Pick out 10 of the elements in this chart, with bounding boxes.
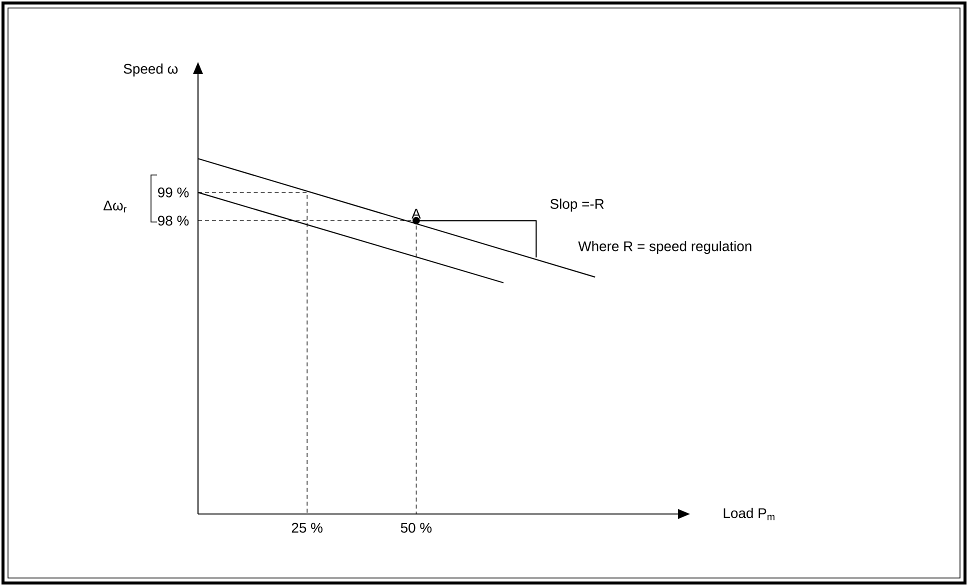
y-axis-title: Speed ω	[124, 64, 178, 77]
x-tick-label: 50 %	[400, 522, 432, 533]
y-tick-label: 99 %	[158, 188, 189, 198]
text: Δω$_{r}$	[104, 200, 126, 212]
x-axis-title: Load P$_{m}$	[724, 508, 774, 520]
x-tick-label: 25 %	[292, 522, 322, 533]
annotation: A	[412, 208, 421, 218]
y-tick-label: 98 %	[158, 216, 189, 226]
annotation: Where R = speed regulation	[578, 240, 752, 254]
annotation: Slop =-R	[550, 198, 604, 212]
